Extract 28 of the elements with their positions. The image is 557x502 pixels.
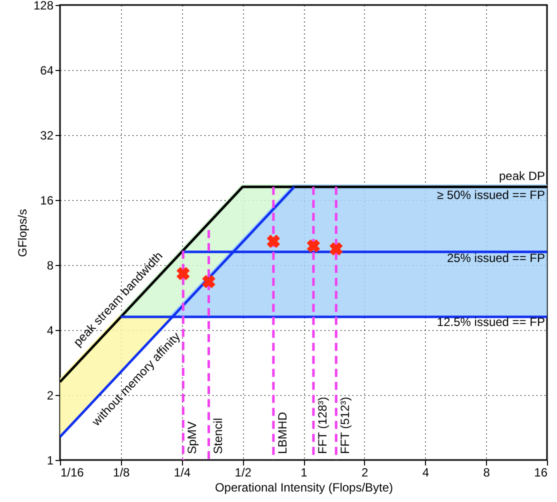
text: FFT (512³): [338, 396, 352, 454]
y-tick-label: 2: [46, 388, 54, 402]
annotation: 12.5% issued == FP: [436, 315, 545, 329]
x-tick-label: 16: [534, 466, 548, 480]
x-tick-label: 1: [300, 466, 308, 480]
y-tick-label: 8: [46, 258, 54, 272]
x-tick-label: 8: [483, 466, 490, 480]
annotation: ≥ 50% issued == FP: [437, 188, 545, 202]
y-tick-label: 16: [40, 194, 54, 208]
annotation: peak DP: [498, 169, 545, 183]
text: SpMV: [185, 421, 200, 454]
y-tick-label: 128: [33, 0, 54, 12]
y-axis-title: GFlops/s: [15, 208, 30, 258]
x-tick-label: 1/2: [234, 466, 252, 480]
y-tick-label: 4: [46, 324, 54, 338]
y-tick-label: 64: [40, 64, 54, 78]
x-tick-label: 1/4: [174, 466, 191, 480]
x-tick-label: 4: [422, 466, 430, 480]
text: Stencil: [210, 418, 225, 454]
x-tick-label: 2: [362, 466, 369, 480]
x-axis-title: Operational Intensity (Flops/Byte): [214, 480, 394, 494]
y-tick-label: 1: [46, 454, 54, 468]
x-tick-label: 1/16: [60, 466, 84, 480]
annotation: 25% issued == FP: [446, 251, 545, 265]
x-tick-label: 1/8: [113, 466, 130, 480]
text: LBMHD: [275, 412, 290, 454]
y-tick-label: 32: [40, 128, 54, 142]
text: FFT (128³): [315, 396, 330, 454]
